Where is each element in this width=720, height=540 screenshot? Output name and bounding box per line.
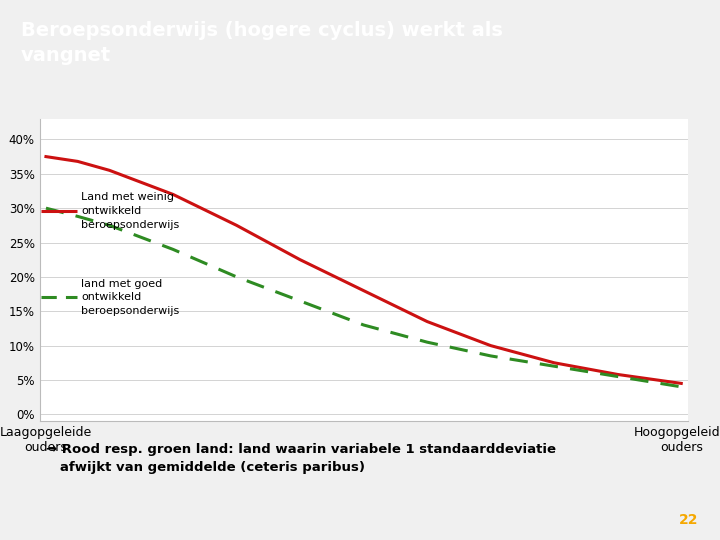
Text: beroepsonderwijs: beroepsonderwijs xyxy=(81,306,179,316)
Text: 22: 22 xyxy=(679,513,698,526)
Text: ontwikkeld: ontwikkeld xyxy=(81,206,142,216)
Text: beroepsonderwijs: beroepsonderwijs xyxy=(81,220,179,229)
Text: Beroepsonderwijs (hogere cyclus) werkt als
vangnet: Beroepsonderwijs (hogere cyclus) werkt a… xyxy=(21,21,503,65)
Text: → Rood resp. groen land: land waarin variabele 1 standaarddeviatie
   afwijkt va: → Rood resp. groen land: land waarin var… xyxy=(46,443,557,474)
Text: land met goed: land met goed xyxy=(81,279,163,288)
Text: ontwikkeld: ontwikkeld xyxy=(81,292,142,302)
Text: Land met weinig: Land met weinig xyxy=(81,192,174,202)
